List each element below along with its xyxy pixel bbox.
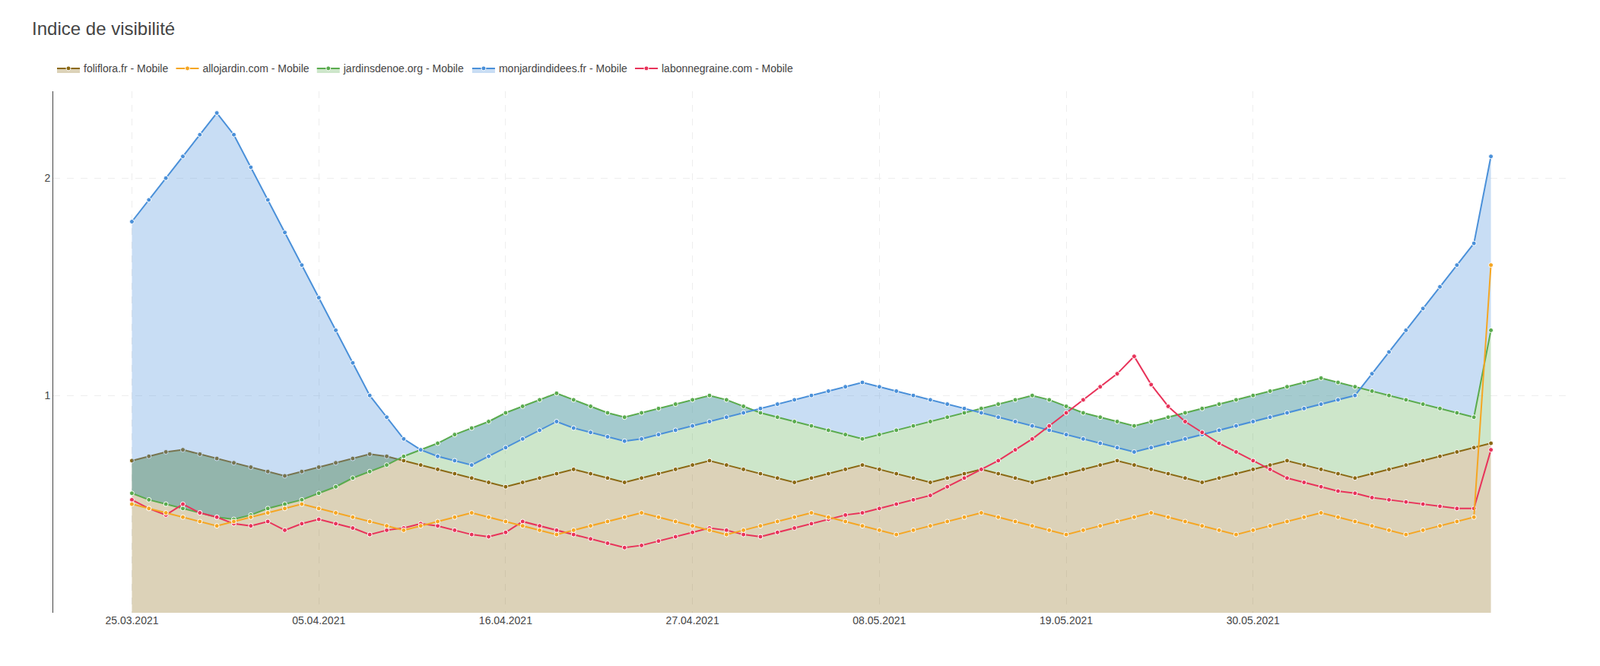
svg-text:19.05.2021: 19.05.2021 [1039,614,1093,627]
svg-text:1: 1 [44,389,51,402]
svg-text:monjardindidees.fr - Mobile: monjardindidees.fr - Mobile [498,62,628,75]
svg-text:Indice de visibilité: Indice de visibilité [31,18,175,39]
svg-text:2: 2 [44,171,51,185]
svg-text:jardinsdenoe.org - Mobile: jardinsdenoe.org - Mobile [342,62,464,75]
svg-text:labonnegraine.com - Mobile: labonnegraine.com - Mobile [661,62,794,75]
svg-text:05.04.2021: 05.04.2021 [292,614,346,627]
svg-text:foliflora.fr - Mobile: foliflora.fr - Mobile [83,62,169,75]
svg-text:30.05.2021: 30.05.2021 [1226,614,1280,627]
svg-text:08.05.2021: 08.05.2021 [852,614,906,627]
svg-text:25.03.2021: 25.03.2021 [104,614,159,627]
svg-text:27.04.2021: 27.04.2021 [666,614,720,627]
svg-text:16.04.2021: 16.04.2021 [479,614,533,627]
svg-text:allojardin.com - Mobile: allojardin.com - Mobile [202,62,309,75]
